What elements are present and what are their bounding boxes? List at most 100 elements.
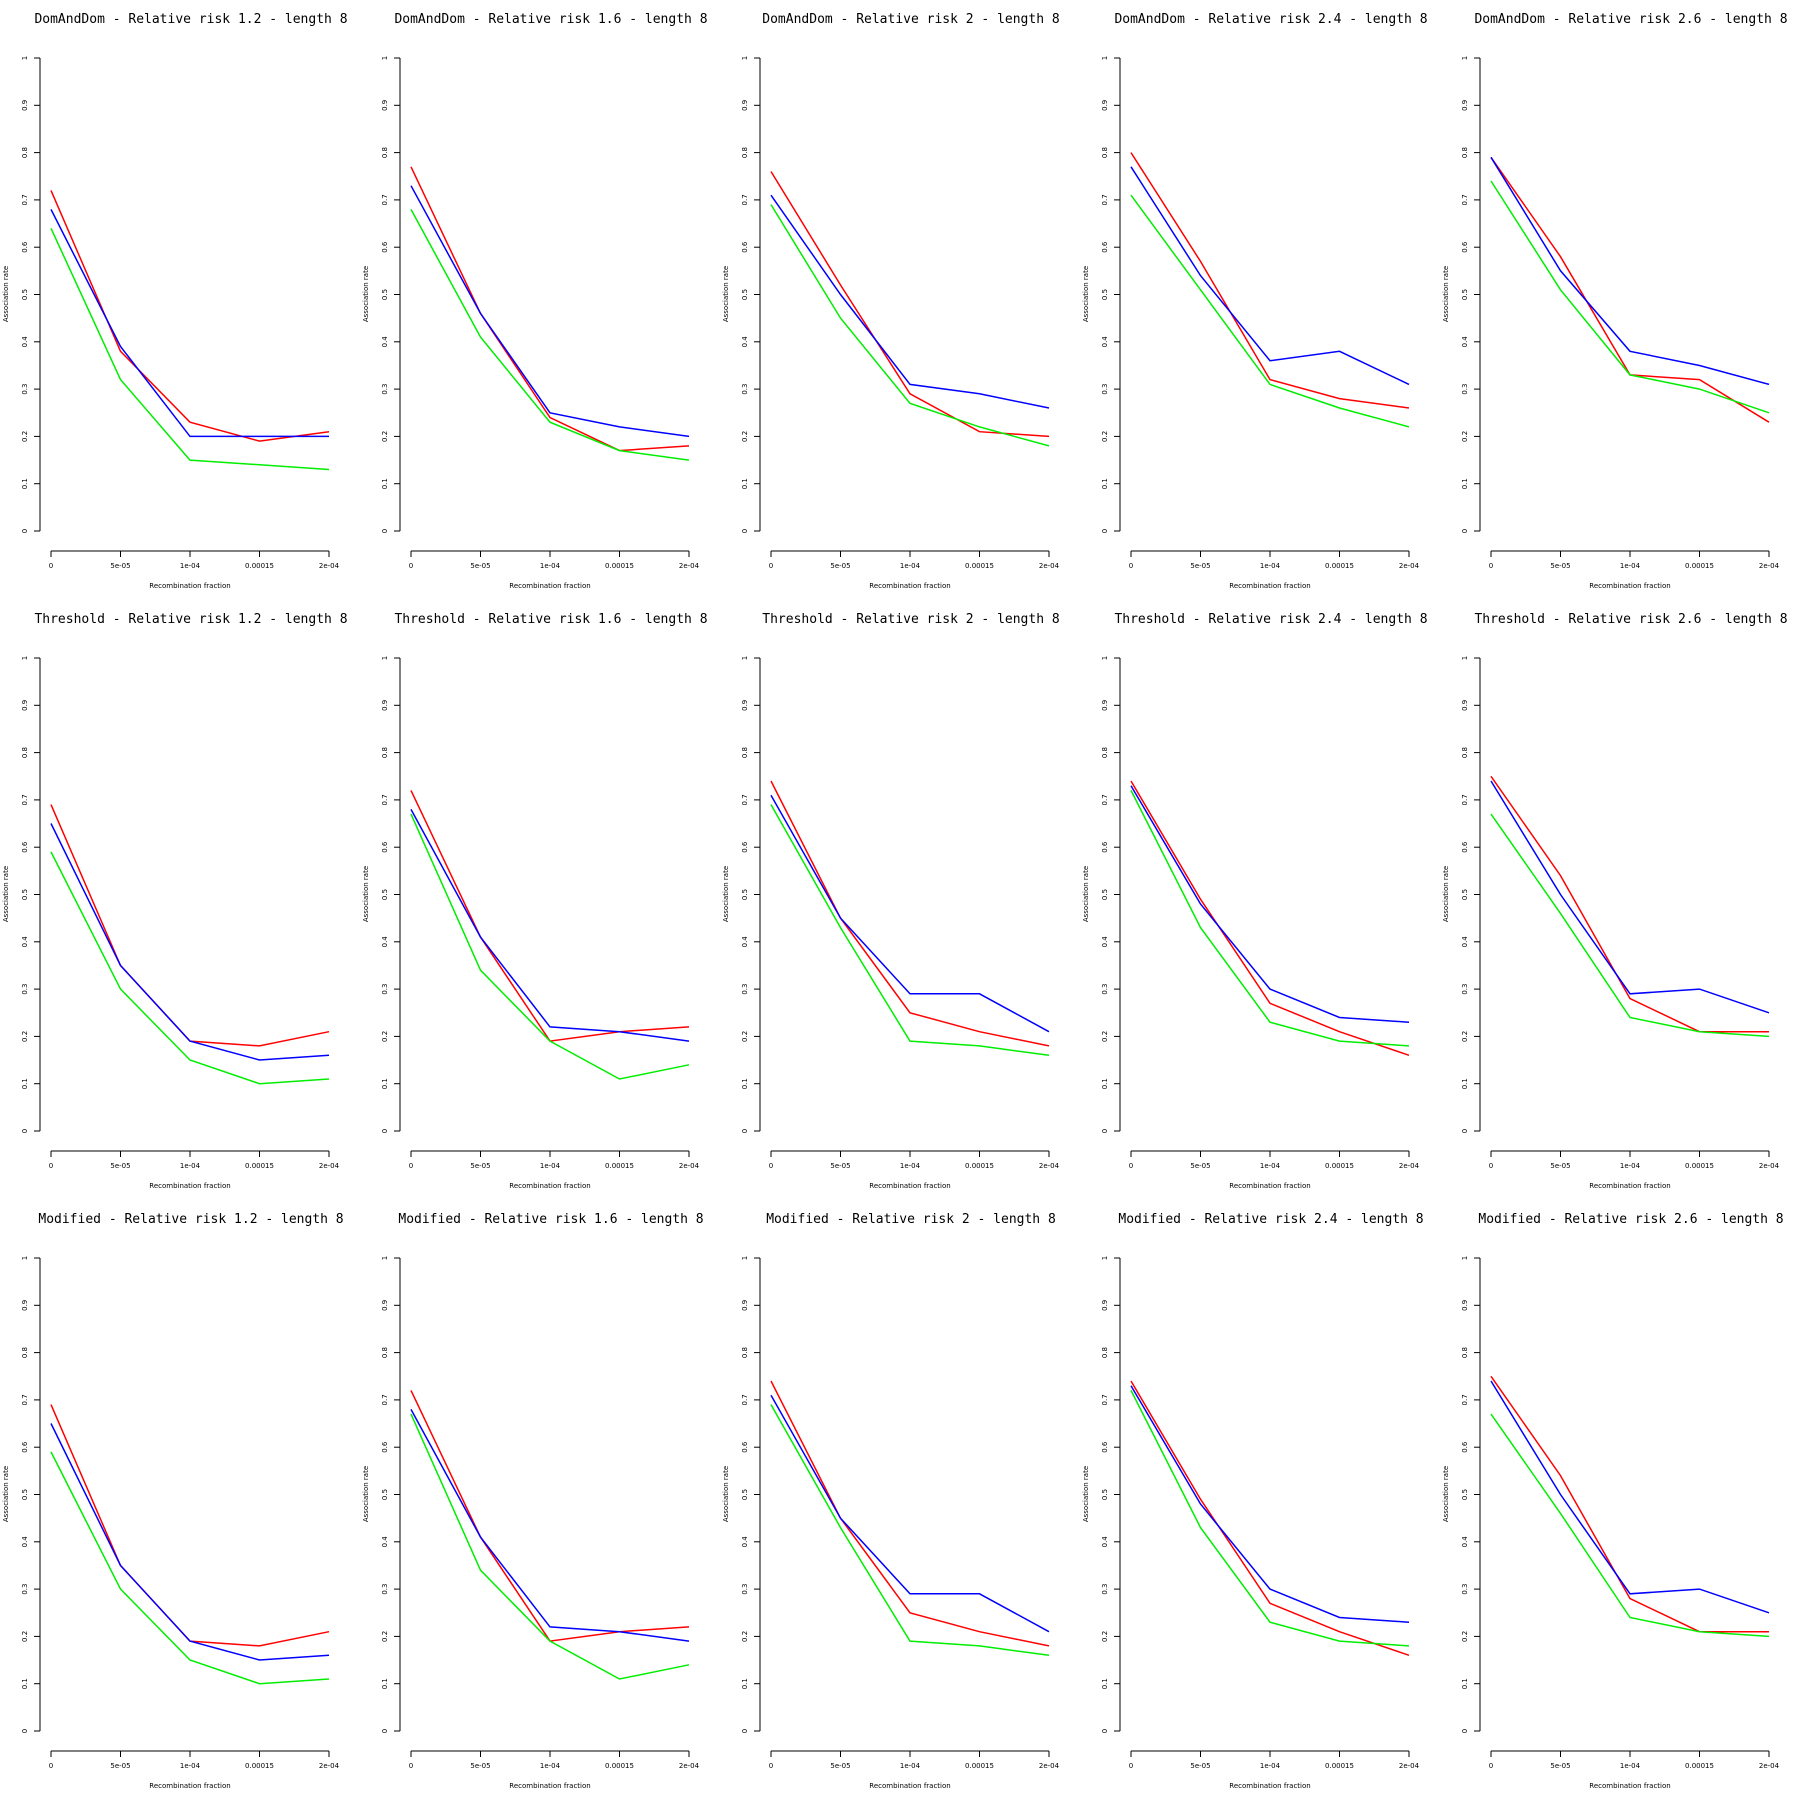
y-tick-label: 0.8 <box>741 1347 749 1358</box>
x-tick-label: 0 <box>409 1162 413 1170</box>
y-tick-label: 0.4 <box>21 1536 29 1548</box>
y-tick-label: 0.4 <box>1101 336 1109 348</box>
x-tick-label: 2e-04 <box>319 562 340 570</box>
y-tick-label: 0.7 <box>1101 1394 1109 1405</box>
x-tick-label: 5e-05 <box>470 1162 490 1170</box>
panel-4: DomAndDom - Relative risk 2.4 - length 8… <box>1082 12 1428 590</box>
series-line-green <box>1490 1413 1770 1638</box>
y-tick-label: 0.1 <box>21 1078 29 1089</box>
x-axis-label: Recombination fraction <box>869 582 950 590</box>
y-tick-label: 1 <box>1101 656 1109 660</box>
y-tick-label: 0.5 <box>741 1489 749 1500</box>
y-tick-label: 0.9 <box>381 700 389 711</box>
y-tick-label: 0 <box>741 1129 749 1133</box>
x-axis-label: Recombination fraction <box>1229 1182 1310 1190</box>
y-tick-label: 0.3 <box>1461 984 1469 995</box>
y-tick-label: 1 <box>21 1256 29 1260</box>
y-tick-label: 0.8 <box>1101 1347 1109 1358</box>
x-axis-label: Recombination fraction <box>149 1782 230 1790</box>
x-axis-label: Recombination fraction <box>1589 1182 1670 1190</box>
series-line-blue <box>1130 166 1410 386</box>
x-tick-label: 0 <box>409 1762 413 1770</box>
y-tick-label: 0.2 <box>1461 1631 1469 1642</box>
y-axis-label: Association rate <box>1082 1466 1090 1522</box>
y-tick-label: 0.3 <box>1101 984 1109 995</box>
y-tick-label: 0.4 <box>741 1536 749 1548</box>
panel-7: Threshold - Relative risk 1.6 - length 8… <box>362 612 708 1190</box>
x-tick-label: 1e-04 <box>180 562 201 570</box>
series-line-blue <box>410 1409 690 1642</box>
series-line-green <box>770 804 1050 1057</box>
x-tick-label: 0 <box>769 1162 773 1170</box>
x-tick-label: 0.00015 <box>1325 1762 1354 1770</box>
panel-10: Threshold - Relative risk 2.6 - length 8… <box>1442 612 1788 1190</box>
y-axis-label: Association rate <box>1442 866 1450 922</box>
y-tick-label: 0.3 <box>741 384 749 395</box>
x-axis-label: Recombination fraction <box>1589 1782 1670 1790</box>
x-axis-label: Recombination fraction <box>869 1182 950 1190</box>
y-tick-label: 0.6 <box>1101 1441 1109 1453</box>
y-tick-label: 0.6 <box>381 841 389 853</box>
x-tick-label: 2e-04 <box>1759 1762 1780 1770</box>
x-tick-label: 2e-04 <box>679 562 700 570</box>
y-tick-label: 0.1 <box>1101 1678 1109 1689</box>
y-tick-label: 0.6 <box>1461 841 1469 853</box>
y-tick-label: 1 <box>381 56 389 60</box>
series-line-red <box>50 190 330 442</box>
y-tick-label: 0.1 <box>1101 1078 1109 1089</box>
x-tick-label: 0 <box>1489 1762 1493 1770</box>
x-tick-label: 2e-04 <box>319 1762 340 1770</box>
y-tick-label: 0.3 <box>741 1584 749 1595</box>
series-line-green <box>50 227 330 471</box>
y-tick-label: 0 <box>1101 1129 1109 1133</box>
x-tick-label: 0.00015 <box>1325 1162 1354 1170</box>
y-axis-label: Association rate <box>722 1466 730 1522</box>
y-tick-label: 0.4 <box>1101 1536 1109 1548</box>
y-tick-label: 0.5 <box>381 889 389 900</box>
y-tick-label: 0.9 <box>1101 1300 1109 1311</box>
x-tick-label: 0.00015 <box>245 562 274 570</box>
series-line-red <box>770 171 1050 438</box>
y-tick-label: 0.6 <box>381 241 389 253</box>
y-tick-label: 0.3 <box>1461 384 1469 395</box>
y-tick-label: 0.2 <box>1101 1031 1109 1042</box>
series-line-blue <box>410 185 690 438</box>
y-tick-label: 0.1 <box>741 478 749 489</box>
y-tick-label: 0.3 <box>381 384 389 395</box>
x-tick-label: 0 <box>1489 562 1493 570</box>
panel-title: Threshold - Relative risk 2.6 - length 8 <box>1474 612 1787 627</box>
y-tick-label: 1 <box>21 656 29 660</box>
x-tick-label: 5e-05 <box>830 1162 850 1170</box>
y-tick-label: 1 <box>381 656 389 660</box>
panel-15: Modified - Relative risk 2.6 - length 8 0… <box>1442 1212 1784 1790</box>
y-tick-label: 0.9 <box>381 1300 389 1311</box>
y-tick-label: 0.1 <box>381 1078 389 1089</box>
series-line-green <box>770 204 1050 447</box>
x-tick-label: 2e-04 <box>1039 1162 1060 1170</box>
y-tick-label: 0.5 <box>741 889 749 900</box>
x-tick-label: 1e-04 <box>1620 1762 1641 1770</box>
x-tick-label: 1e-04 <box>900 1162 921 1170</box>
panel-13: Modified - Relative risk 2 - length 8 0 0.… <box>722 1212 1060 1790</box>
y-tick-label: 0.2 <box>21 1031 29 1042</box>
y-axis-label: Association rate <box>362 1466 370 1522</box>
y-tick-label: 0.1 <box>381 1678 389 1689</box>
y-tick-label: 0.9 <box>1461 100 1469 111</box>
y-tick-label: 0.6 <box>741 1441 749 1453</box>
panel-title: Modified - Relative risk 2 - length 8 <box>766 1212 1056 1227</box>
panel-3: DomAndDom - Relative risk 2 - length 8 0 0… <box>722 12 1060 590</box>
y-tick-label: 0.7 <box>1461 794 1469 805</box>
y-tick-label: 0.9 <box>381 100 389 111</box>
y-tick-label: 0.2 <box>381 1031 389 1042</box>
x-tick-label: 2e-04 <box>319 1162 340 1170</box>
series-line-blue <box>770 194 1050 409</box>
y-tick-label: 0.9 <box>741 100 749 111</box>
x-tick-label: 0.00015 <box>605 1162 634 1170</box>
y-axis-label: Association rate <box>1082 266 1090 322</box>
y-tick-label: 0.6 <box>21 1441 29 1453</box>
y-tick-label: 1 <box>1101 1256 1109 1260</box>
x-tick-label: 5e-05 <box>110 1162 130 1170</box>
series-line-red <box>410 1390 690 1642</box>
y-tick-label: 0.3 <box>1101 384 1109 395</box>
